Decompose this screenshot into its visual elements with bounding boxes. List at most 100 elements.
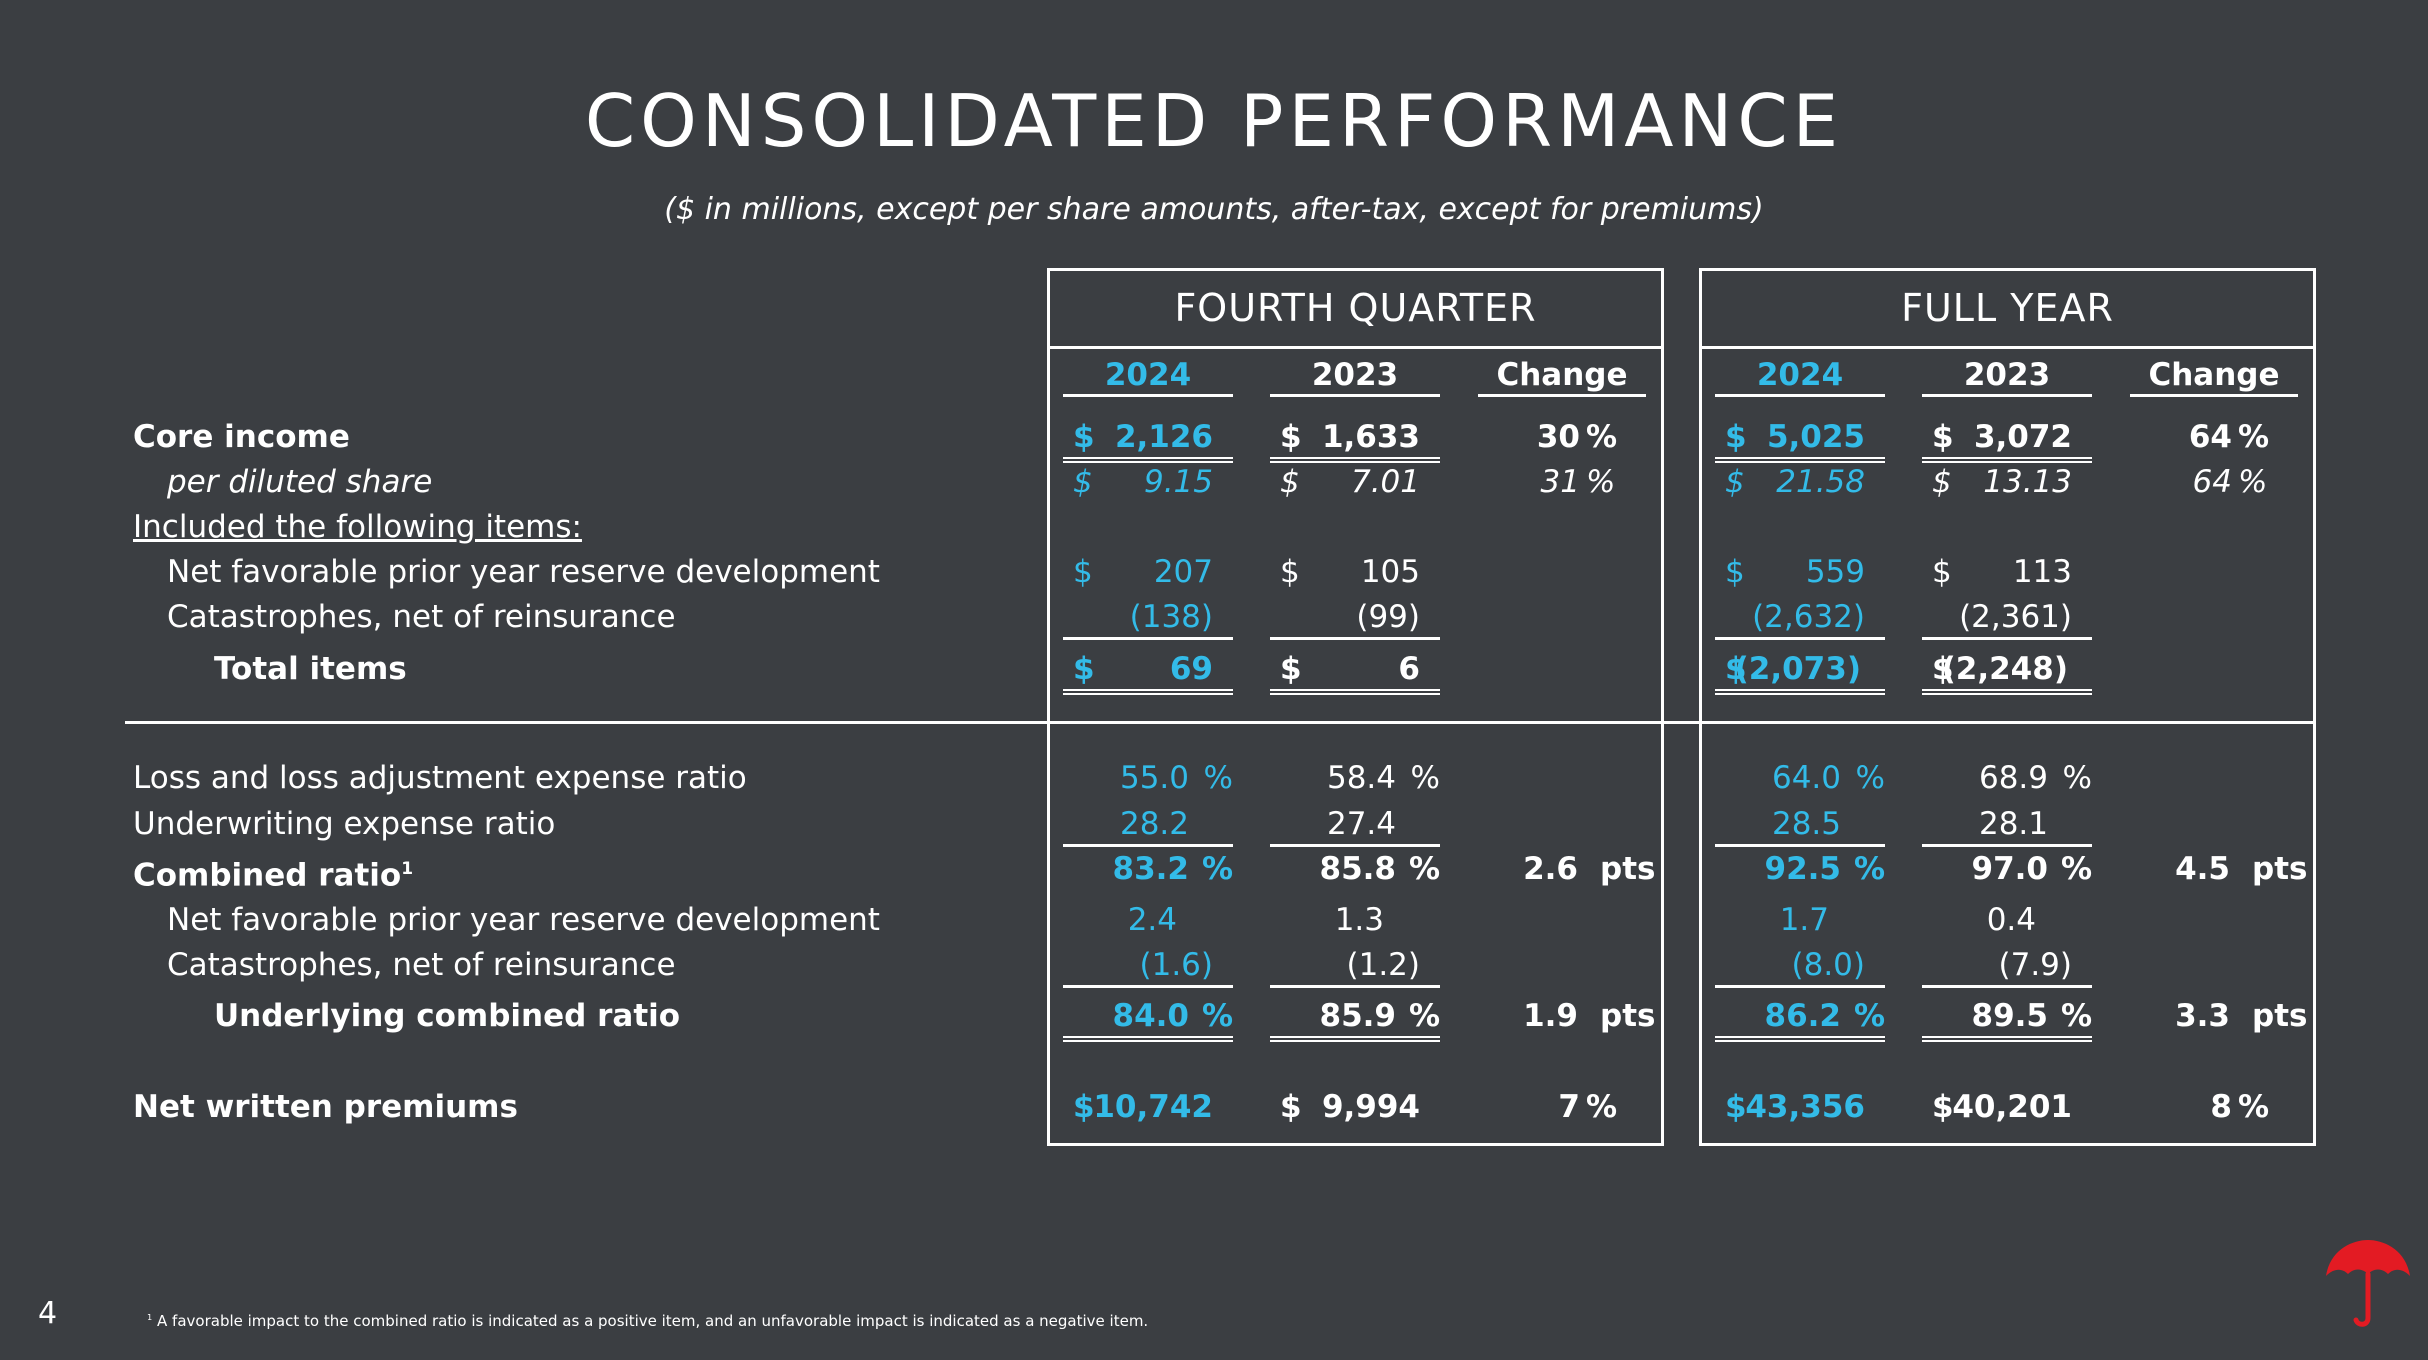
cell-core-y23: $3,072 bbox=[1922, 417, 2092, 463]
percent-sign: % bbox=[1408, 851, 1440, 887]
value: 64 bbox=[2188, 419, 2232, 455]
cell-pyd-q23: $105 bbox=[1270, 552, 1440, 592]
value: 27.4 bbox=[1326, 806, 1396, 842]
unit: % bbox=[1586, 419, 1618, 455]
row-label-total-items: Total items bbox=[214, 651, 407, 687]
cell-nwp-y23: $40,201 bbox=[1922, 1087, 2092, 1127]
unit: % bbox=[1586, 464, 1616, 500]
unit: % bbox=[1586, 1089, 1618, 1125]
cell-cat2-q23: (1.2) bbox=[1270, 945, 1440, 988]
page-subtitle: ($ in millions, except per share amounts… bbox=[664, 192, 1764, 227]
cell-eps-y23: $13.13 bbox=[1922, 462, 2092, 502]
unit: pts bbox=[1600, 998, 1656, 1034]
cell-loss-q24: 55.0% bbox=[1063, 758, 1233, 798]
page-number: 4 bbox=[38, 1296, 58, 1331]
value: 64 bbox=[2192, 464, 2232, 500]
percent-sign: % bbox=[2060, 851, 2092, 887]
footnote: 1 A favorable impact to the combined rat… bbox=[147, 1312, 1148, 1330]
currency-sign: $ bbox=[1932, 554, 1952, 590]
cell-pyd2-q24: 2.4 bbox=[1063, 900, 1233, 940]
value: 10,742 bbox=[1093, 1089, 1213, 1125]
col-header-q-2024: 2024 bbox=[1063, 353, 1233, 397]
value: 6 bbox=[1398, 651, 1420, 687]
unit: % bbox=[2238, 1089, 2270, 1125]
row-label-nwp: Net written premiums bbox=[133, 1089, 518, 1125]
value: 0.4 bbox=[1986, 902, 2036, 938]
cell-und-q24: 84.0% bbox=[1063, 996, 1233, 1042]
cell-nwp-q24: $10,742 bbox=[1063, 1087, 1233, 1127]
cell-comb-ychg: 4.5 pts bbox=[2130, 849, 2307, 889]
value: 8 bbox=[2210, 1089, 2232, 1125]
currency-sign: $ bbox=[1073, 419, 1095, 455]
value: 2.6 bbox=[1523, 851, 1578, 887]
cell-eps-ychg: 64% bbox=[2130, 462, 2298, 502]
value: (99) bbox=[1356, 599, 1420, 635]
value: 2,126 bbox=[1114, 419, 1213, 455]
value: 89.5 bbox=[1971, 998, 2049, 1034]
value: 83.2 bbox=[1112, 851, 1190, 887]
footnote-text: A favorable impact to the combined ratio… bbox=[157, 1312, 1149, 1330]
value: 559 bbox=[1805, 554, 1865, 590]
currency-sign: $ bbox=[1725, 419, 1747, 455]
cell-comb-y24: 92.5% bbox=[1715, 849, 1886, 889]
cell-pyd-y23: $113 bbox=[1922, 552, 2092, 592]
cell-total-y23: $ (2,248) bbox=[1922, 649, 2092, 695]
row-label-uw-ratio: Underwriting expense ratio bbox=[133, 806, 556, 842]
cell-cat-y24: (2,632) bbox=[1715, 597, 1885, 640]
col-header-q-2023: 2023 bbox=[1270, 353, 1440, 397]
cell-nwp-y24: $43,356 bbox=[1715, 1087, 1885, 1127]
full-year-panel: FULL YEAR bbox=[1699, 268, 2316, 1146]
value: 30 bbox=[1536, 419, 1580, 455]
row-label-combined-ratio: Combined ratio1 bbox=[133, 849, 413, 895]
value: 7 bbox=[1558, 1089, 1580, 1125]
cell-eps-qchg: 31% bbox=[1478, 462, 1646, 502]
cell-eps-q23: $7.01 bbox=[1270, 462, 1440, 502]
percent-sign: % bbox=[1408, 998, 1440, 1034]
value: 207 bbox=[1153, 554, 1213, 590]
percent-sign: % bbox=[1853, 998, 1885, 1034]
cell-eps-q24: $9.15 bbox=[1063, 462, 1233, 502]
currency-sign: $ bbox=[1280, 464, 1300, 500]
cell-comb-y23: 97.0% bbox=[1922, 849, 2093, 889]
unit: % bbox=[2238, 464, 2268, 500]
currency-sign: $ bbox=[1725, 554, 1745, 590]
percent-sign: % bbox=[1410, 760, 1440, 796]
value: 21.58 bbox=[1776, 464, 1865, 500]
value: 40,201 bbox=[1952, 1089, 2072, 1125]
value: (8.0) bbox=[1791, 947, 1866, 983]
value: (2,248) bbox=[1941, 651, 2068, 687]
cell-und-q23: 85.9% bbox=[1270, 996, 1440, 1042]
row-label-per-share: per diluted share bbox=[167, 464, 433, 500]
value: 64.0 bbox=[1771, 760, 1841, 796]
currency-sign: $ bbox=[1932, 419, 1954, 455]
unit: pts bbox=[1600, 851, 1656, 887]
value: (7.9) bbox=[1998, 947, 2073, 983]
cell-nwp-qchg: 7% bbox=[1478, 1087, 1646, 1127]
cell-core-qchg: 30% bbox=[1478, 417, 1646, 457]
value: (2,361) bbox=[1959, 599, 2072, 635]
value: 9.15 bbox=[1143, 464, 1213, 500]
row-label-loss-ratio: Loss and loss adjustment expense ratio bbox=[133, 760, 747, 796]
percent-sign: % bbox=[1855, 760, 1885, 796]
col-header-y-change: Change bbox=[2130, 353, 2298, 397]
currency-sign: $ bbox=[1280, 651, 1302, 687]
cell-pyd-q24: $207 bbox=[1063, 552, 1233, 592]
value: 1.3 bbox=[1334, 902, 1384, 938]
currency-sign: $ bbox=[1932, 651, 1954, 687]
cell-und-qchg: 1.9 pts bbox=[1478, 996, 1655, 1036]
percent-sign: % bbox=[2060, 998, 2092, 1034]
value: (2,073) bbox=[1734, 651, 1861, 687]
value: 58.4 bbox=[1326, 760, 1396, 796]
unit: % bbox=[2238, 419, 2270, 455]
cell-nwp-ychg: 8% bbox=[2130, 1087, 2298, 1127]
value: 28.5 bbox=[1771, 806, 1841, 842]
percent-sign: % bbox=[1201, 998, 1233, 1034]
value: (138) bbox=[1129, 599, 1213, 635]
row-label-cat-pts: Catastrophes, net of reinsurance bbox=[167, 947, 676, 983]
value: 85.8 bbox=[1319, 851, 1397, 887]
cell-total-q24: $69 bbox=[1063, 649, 1233, 695]
cell-comb-q23: 85.8% bbox=[1270, 849, 1441, 889]
cell-core-ychg: 64% bbox=[2130, 417, 2298, 457]
footnote-marker: 1 bbox=[401, 859, 414, 879]
value: 13.13 bbox=[1983, 464, 2072, 500]
